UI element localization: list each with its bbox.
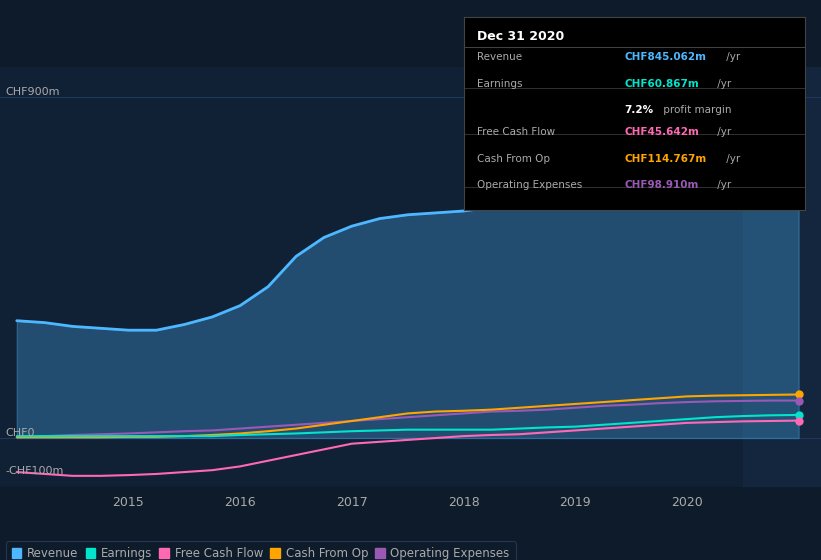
Text: /yr: /yr (723, 52, 741, 62)
Text: /yr: /yr (714, 180, 732, 190)
Text: /yr: /yr (714, 78, 732, 88)
Text: Earnings: Earnings (478, 78, 523, 88)
Bar (743, 67, 821, 487)
Text: CHF114.767m: CHF114.767m (624, 154, 706, 164)
Text: CHF98.910m: CHF98.910m (624, 180, 699, 190)
Text: /yr: /yr (714, 127, 732, 137)
Text: 7.2%: 7.2% (624, 105, 654, 115)
Text: Revenue: Revenue (478, 52, 523, 62)
Text: -CHF100m: -CHF100m (6, 466, 64, 476)
Text: CHF900m: CHF900m (6, 87, 60, 97)
Text: Dec 31 2020: Dec 31 2020 (478, 30, 565, 43)
Text: CHF845.062m: CHF845.062m (624, 52, 706, 62)
Text: CHF45.642m: CHF45.642m (624, 127, 699, 137)
Text: profit margin: profit margin (660, 105, 732, 115)
Text: CHF60.867m: CHF60.867m (624, 78, 699, 88)
Text: Operating Expenses: Operating Expenses (478, 180, 583, 190)
Text: Cash From Op: Cash From Op (478, 154, 551, 164)
Legend: Revenue, Earnings, Free Cash Flow, Cash From Op, Operating Expenses: Revenue, Earnings, Free Cash Flow, Cash … (6, 542, 516, 560)
Text: /yr: /yr (723, 154, 741, 164)
Text: CHF0: CHF0 (6, 428, 35, 438)
Text: Free Cash Flow: Free Cash Flow (478, 127, 556, 137)
